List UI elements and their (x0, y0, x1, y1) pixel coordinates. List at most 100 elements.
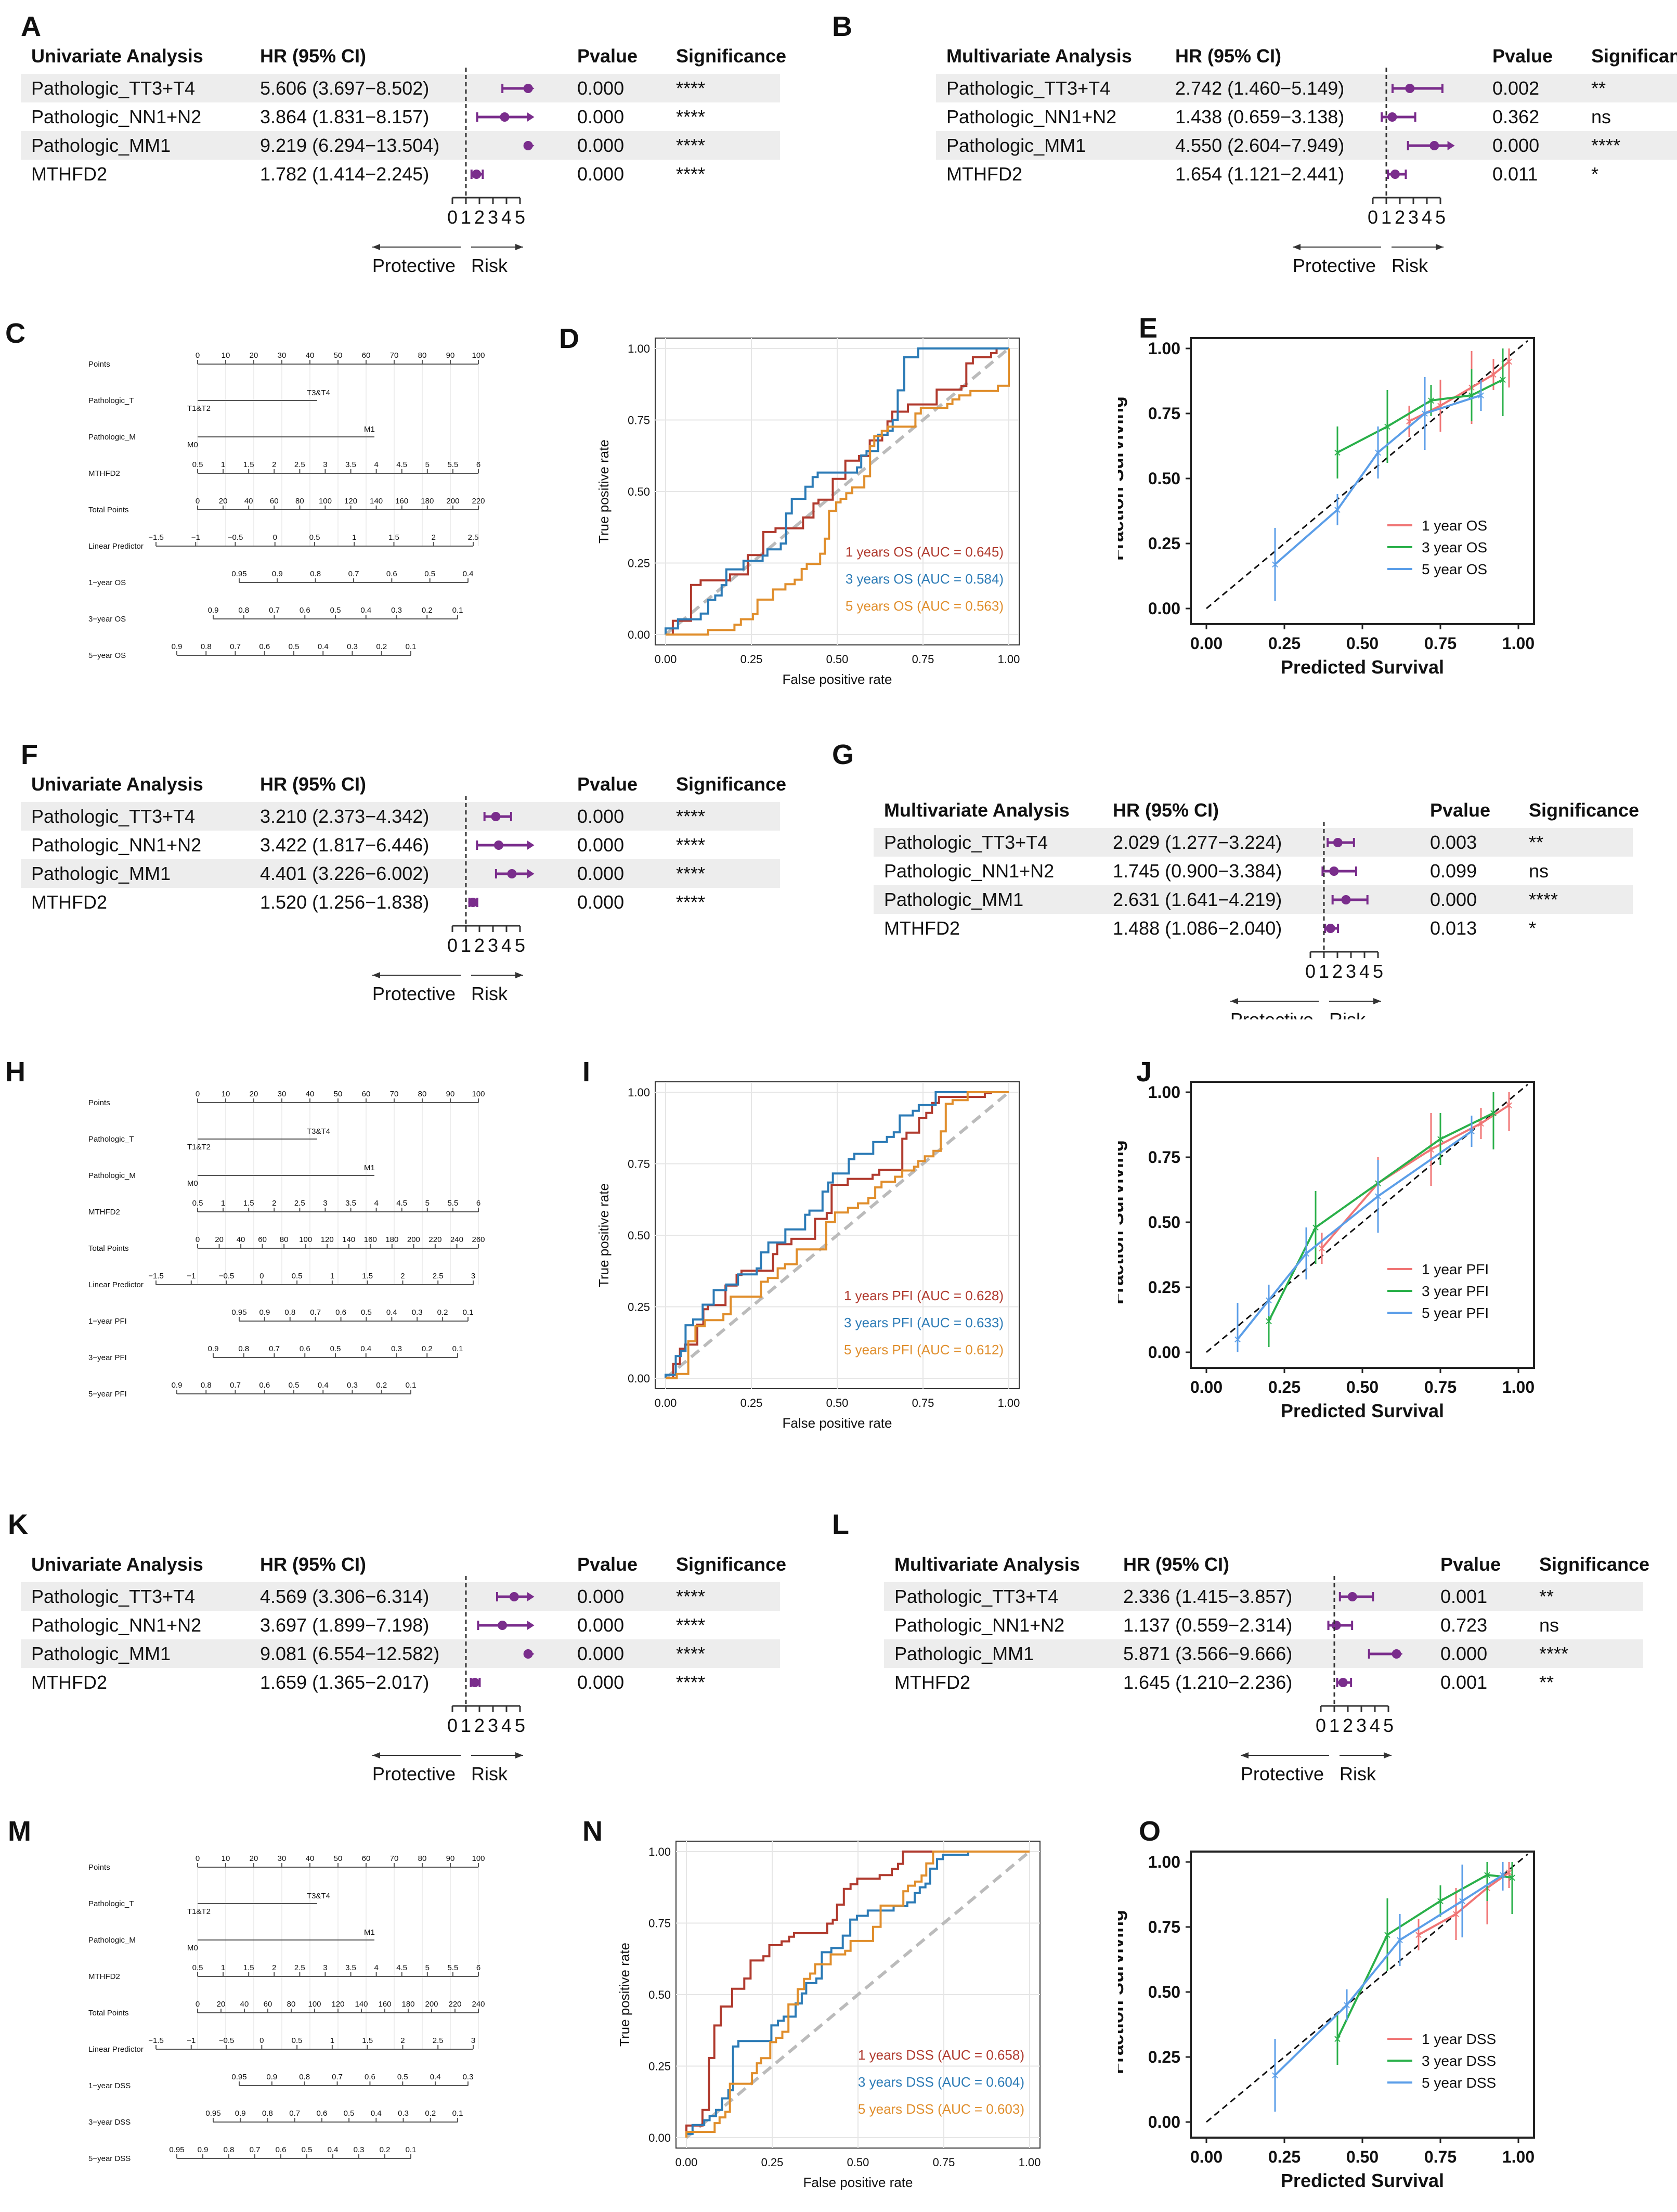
panel-label-i: I (582, 1056, 591, 1088)
row-pvalue: 0.000 (577, 863, 624, 884)
nomogram-tick-label: 0.9 (235, 2109, 246, 2118)
y-tick-label: 0.75 (648, 1917, 671, 1930)
nomogram-tick-label: 80 (418, 351, 427, 360)
legend-entry: 1 year DSS (1422, 2031, 1496, 2047)
nomogram-tick-label: 0.8 (201, 1381, 212, 1390)
y-axis-label: True positive rate (617, 1943, 632, 2047)
nomogram-tick-label: 3 (471, 1272, 475, 1280)
nomogram-level-label: M0 (187, 1179, 198, 1188)
nomogram-tick-label: 200 (425, 2000, 438, 2009)
y-tick-label: 0.75 (628, 414, 650, 427)
hr-point (523, 1649, 533, 1659)
row-name: Pathologic_TT3+T4 (31, 1586, 195, 1607)
nomogram-tick-label: 140 (370, 497, 383, 506)
x-tick-label: 0.75 (933, 2156, 955, 2169)
x-axis-label: False positive rate (783, 671, 892, 687)
calibration-point: × (1427, 393, 1435, 408)
row-name: MTHFD2 (31, 163, 107, 185)
panel-g-svg: Multivariate Analysis HR (95% CI) Pvalue Si… (874, 799, 1639, 1019)
nomogram-tick-label: 0.4 (430, 2073, 441, 2081)
hr-point (507, 869, 517, 878)
y-tick-label: 1.00 (1148, 339, 1180, 358)
nomogram-row-name: 3−year DSS (88, 2118, 131, 2127)
row-hr-text: 1.438 (0.659−3.138) (1175, 106, 1344, 127)
ci-arrow (1447, 141, 1455, 150)
row-name: Pathologic_TT3+T4 (884, 832, 1048, 853)
panel-label-m: M (8, 1816, 31, 1847)
nomogram-tick-label: 0.7 (332, 2073, 343, 2081)
row-hr-text: 4.569 (3.306−6.314) (260, 1586, 429, 1607)
calibration-point: × (1505, 1097, 1513, 1113)
x-tick-label: 4 (501, 1715, 512, 1736)
nomogram-row-name: Total Points (88, 506, 129, 514)
nomogram-tick-label: 0 (196, 351, 200, 360)
y-tick-label: 0.25 (628, 557, 650, 570)
nomogram-tick-label: 90 (446, 1854, 455, 1863)
calibration-point: × (1477, 387, 1485, 403)
legend-entry: 3 year OS (1422, 539, 1487, 555)
nomogram-row-name: 3−year OS (88, 615, 126, 624)
nomogram-row-name: Pathologic_T (88, 1135, 134, 1144)
calibration-point: × (1396, 1932, 1403, 1948)
row-pvalue: 0.723 (1440, 1614, 1487, 1636)
calibration-point: × (1508, 1870, 1516, 1885)
row-name: MTHFD2 (31, 891, 107, 913)
row-significance: **** (1529, 889, 1558, 910)
nomogram-tick-label: 0.3 (391, 1344, 402, 1353)
calibration-point: × (1505, 354, 1513, 369)
hr-point (472, 170, 482, 179)
calibration-point: × (1467, 1123, 1475, 1139)
nomogram-tick-label: 0.5 (309, 533, 320, 542)
nomogram-tick-label: 40 (306, 1090, 315, 1098)
x-tick-label: 0 (1368, 206, 1378, 228)
row-hr-text: 9.219 (6.294−13.504) (260, 135, 439, 156)
panel-label-c: C (5, 318, 25, 349)
nomogram-tick-label: −1.5 (148, 1272, 164, 1280)
nomogram-row-name: MTHFD2 (88, 1208, 120, 1217)
y-tick-label: 0.00 (1148, 1343, 1180, 1362)
nomogram-tick-label: 0.2 (422, 606, 433, 615)
nomogram-tick-label: 0.4 (463, 570, 474, 578)
nomogram-tick-label: 5 (425, 1963, 430, 1972)
nomogram-tick-label: 1.5 (388, 533, 399, 542)
nomogram-tick-label: 0.8 (310, 570, 321, 578)
x-tick-label: 0.50 (826, 1396, 849, 1409)
nomogram-tick-label: 0.6 (316, 2109, 327, 2118)
row-hr-text: 1.520 (1.256−1.838) (260, 891, 429, 913)
header-significance: Significance (676, 45, 786, 67)
row-hr-text: 9.081 (6.554−12.582) (260, 1643, 439, 1664)
nomogram-tick-label: 100 (472, 351, 485, 360)
arrow-head (1230, 998, 1238, 1004)
nomogram-tick-label: 0.2 (376, 1381, 387, 1390)
legend-entry: 3 years DSS (AUC = 0.604) (858, 2074, 1024, 2090)
x-tick-label: 1 (1319, 961, 1329, 982)
calibration-point: × (1383, 419, 1391, 434)
nomogram-tick-label: 160 (364, 1235, 377, 1244)
nomogram-tick-label: 0 (259, 2036, 264, 2045)
nomogram-tick-label: 20 (250, 351, 258, 360)
panel-label-o: O (1139, 1816, 1161, 1847)
nomogram-tick-label: −1 (187, 1272, 196, 1280)
calibration-point: × (1374, 1188, 1382, 1204)
nomogram-tick-label: 0 (196, 2000, 200, 2009)
nomogram-tick-label: 120 (344, 497, 357, 506)
panel-label-l: L (832, 1509, 849, 1540)
protective-label: Protective (372, 1763, 456, 1784)
panel-j-svg: 0.00 0.00 0.25 0.25 0.50 0.50 0.75 0.75 1.00 1.00… (1118, 1081, 1535, 1421)
nomogram-tick-label: 0.5 (192, 1963, 203, 1972)
risk-label: Risk (471, 255, 508, 276)
x-tick-label: 0.50 (847, 2156, 869, 2169)
hr-point (1325, 924, 1335, 933)
row-significance: ns (1539, 1614, 1559, 1636)
legend-entry: 1 year OS (1422, 518, 1487, 534)
arrow-head (515, 1752, 523, 1758)
nomogram-tick-label: 3 (323, 1199, 327, 1208)
calibration-point: × (1302, 1246, 1310, 1261)
nomogram-tick-label: 0.8 (201, 642, 212, 651)
row-pvalue: 0.000 (1440, 1643, 1487, 1664)
panel-a-svg: Univariate Analysis HR (95% CI) Pvalue Sign… (21, 45, 786, 276)
protective-label: Protective (1293, 255, 1376, 276)
nomogram-tick-label: 50 (334, 351, 343, 360)
x-tick-label: 0.25 (740, 653, 763, 666)
